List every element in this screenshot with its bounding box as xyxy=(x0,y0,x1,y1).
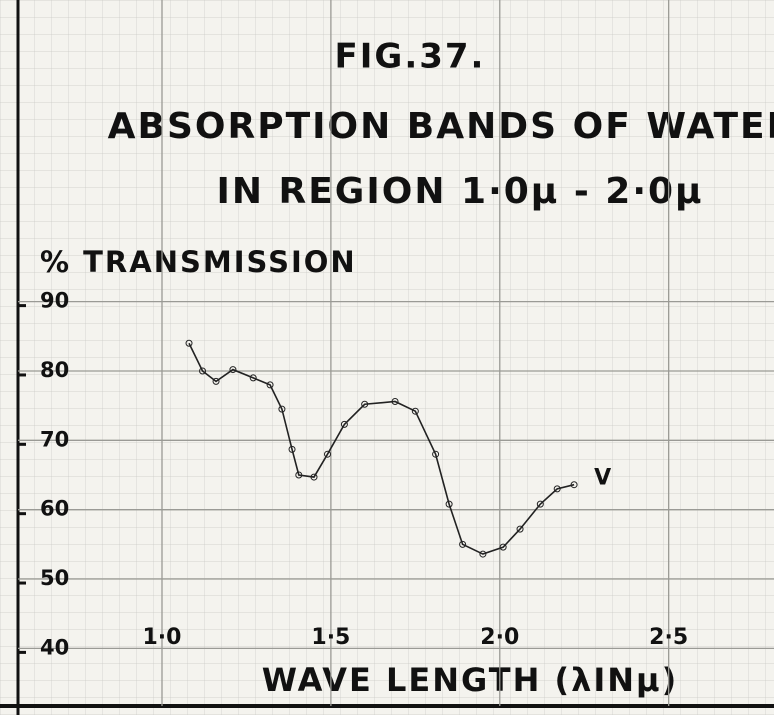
annotation: V xyxy=(594,466,611,491)
data-point xyxy=(199,367,207,375)
data-point xyxy=(459,540,467,548)
data-point xyxy=(266,381,274,389)
data-point xyxy=(499,543,507,551)
data-point xyxy=(288,445,296,453)
data-point xyxy=(411,407,419,415)
data-point xyxy=(295,471,303,479)
data-point xyxy=(310,473,318,481)
data-point xyxy=(445,500,453,508)
data-point xyxy=(361,400,369,408)
y-tick-label: 40 xyxy=(40,635,69,659)
data-point xyxy=(229,366,237,374)
subtitle: ABSORPTION BANDS OF WATER xyxy=(108,106,774,147)
data-point xyxy=(391,397,399,405)
y-tick-label: 50 xyxy=(40,566,69,590)
y-tick-label: 60 xyxy=(40,497,69,521)
x-tick-label: 2·0 xyxy=(480,625,519,650)
data-point xyxy=(249,374,257,382)
subtitle: IN REGION 1·0μ - 2·0μ xyxy=(216,171,703,212)
x-tick-label: 1·0 xyxy=(143,625,182,650)
data-point xyxy=(278,405,286,413)
data-point xyxy=(479,550,487,558)
x-tick-label: 1·5 xyxy=(311,625,350,650)
data-point xyxy=(432,450,440,458)
series-line xyxy=(188,342,575,555)
data-point xyxy=(340,420,348,428)
y-axis-label: % TRANSMISSION xyxy=(40,245,357,279)
chart-title: FIG.37. xyxy=(335,37,486,77)
data-point xyxy=(324,450,332,458)
data-point xyxy=(185,339,193,347)
x-tick-label: 2·5 xyxy=(649,625,688,650)
y-tick-label: 90 xyxy=(40,289,69,313)
data-point xyxy=(516,525,524,533)
data-point xyxy=(570,481,578,489)
data-point xyxy=(553,485,561,493)
data-point xyxy=(212,377,220,385)
y-tick-label: 80 xyxy=(40,358,69,382)
data-point xyxy=(536,500,544,508)
y-tick-label: 70 xyxy=(40,427,69,451)
x-axis-label: WAVE LENGTH (λINμ) xyxy=(262,661,678,699)
